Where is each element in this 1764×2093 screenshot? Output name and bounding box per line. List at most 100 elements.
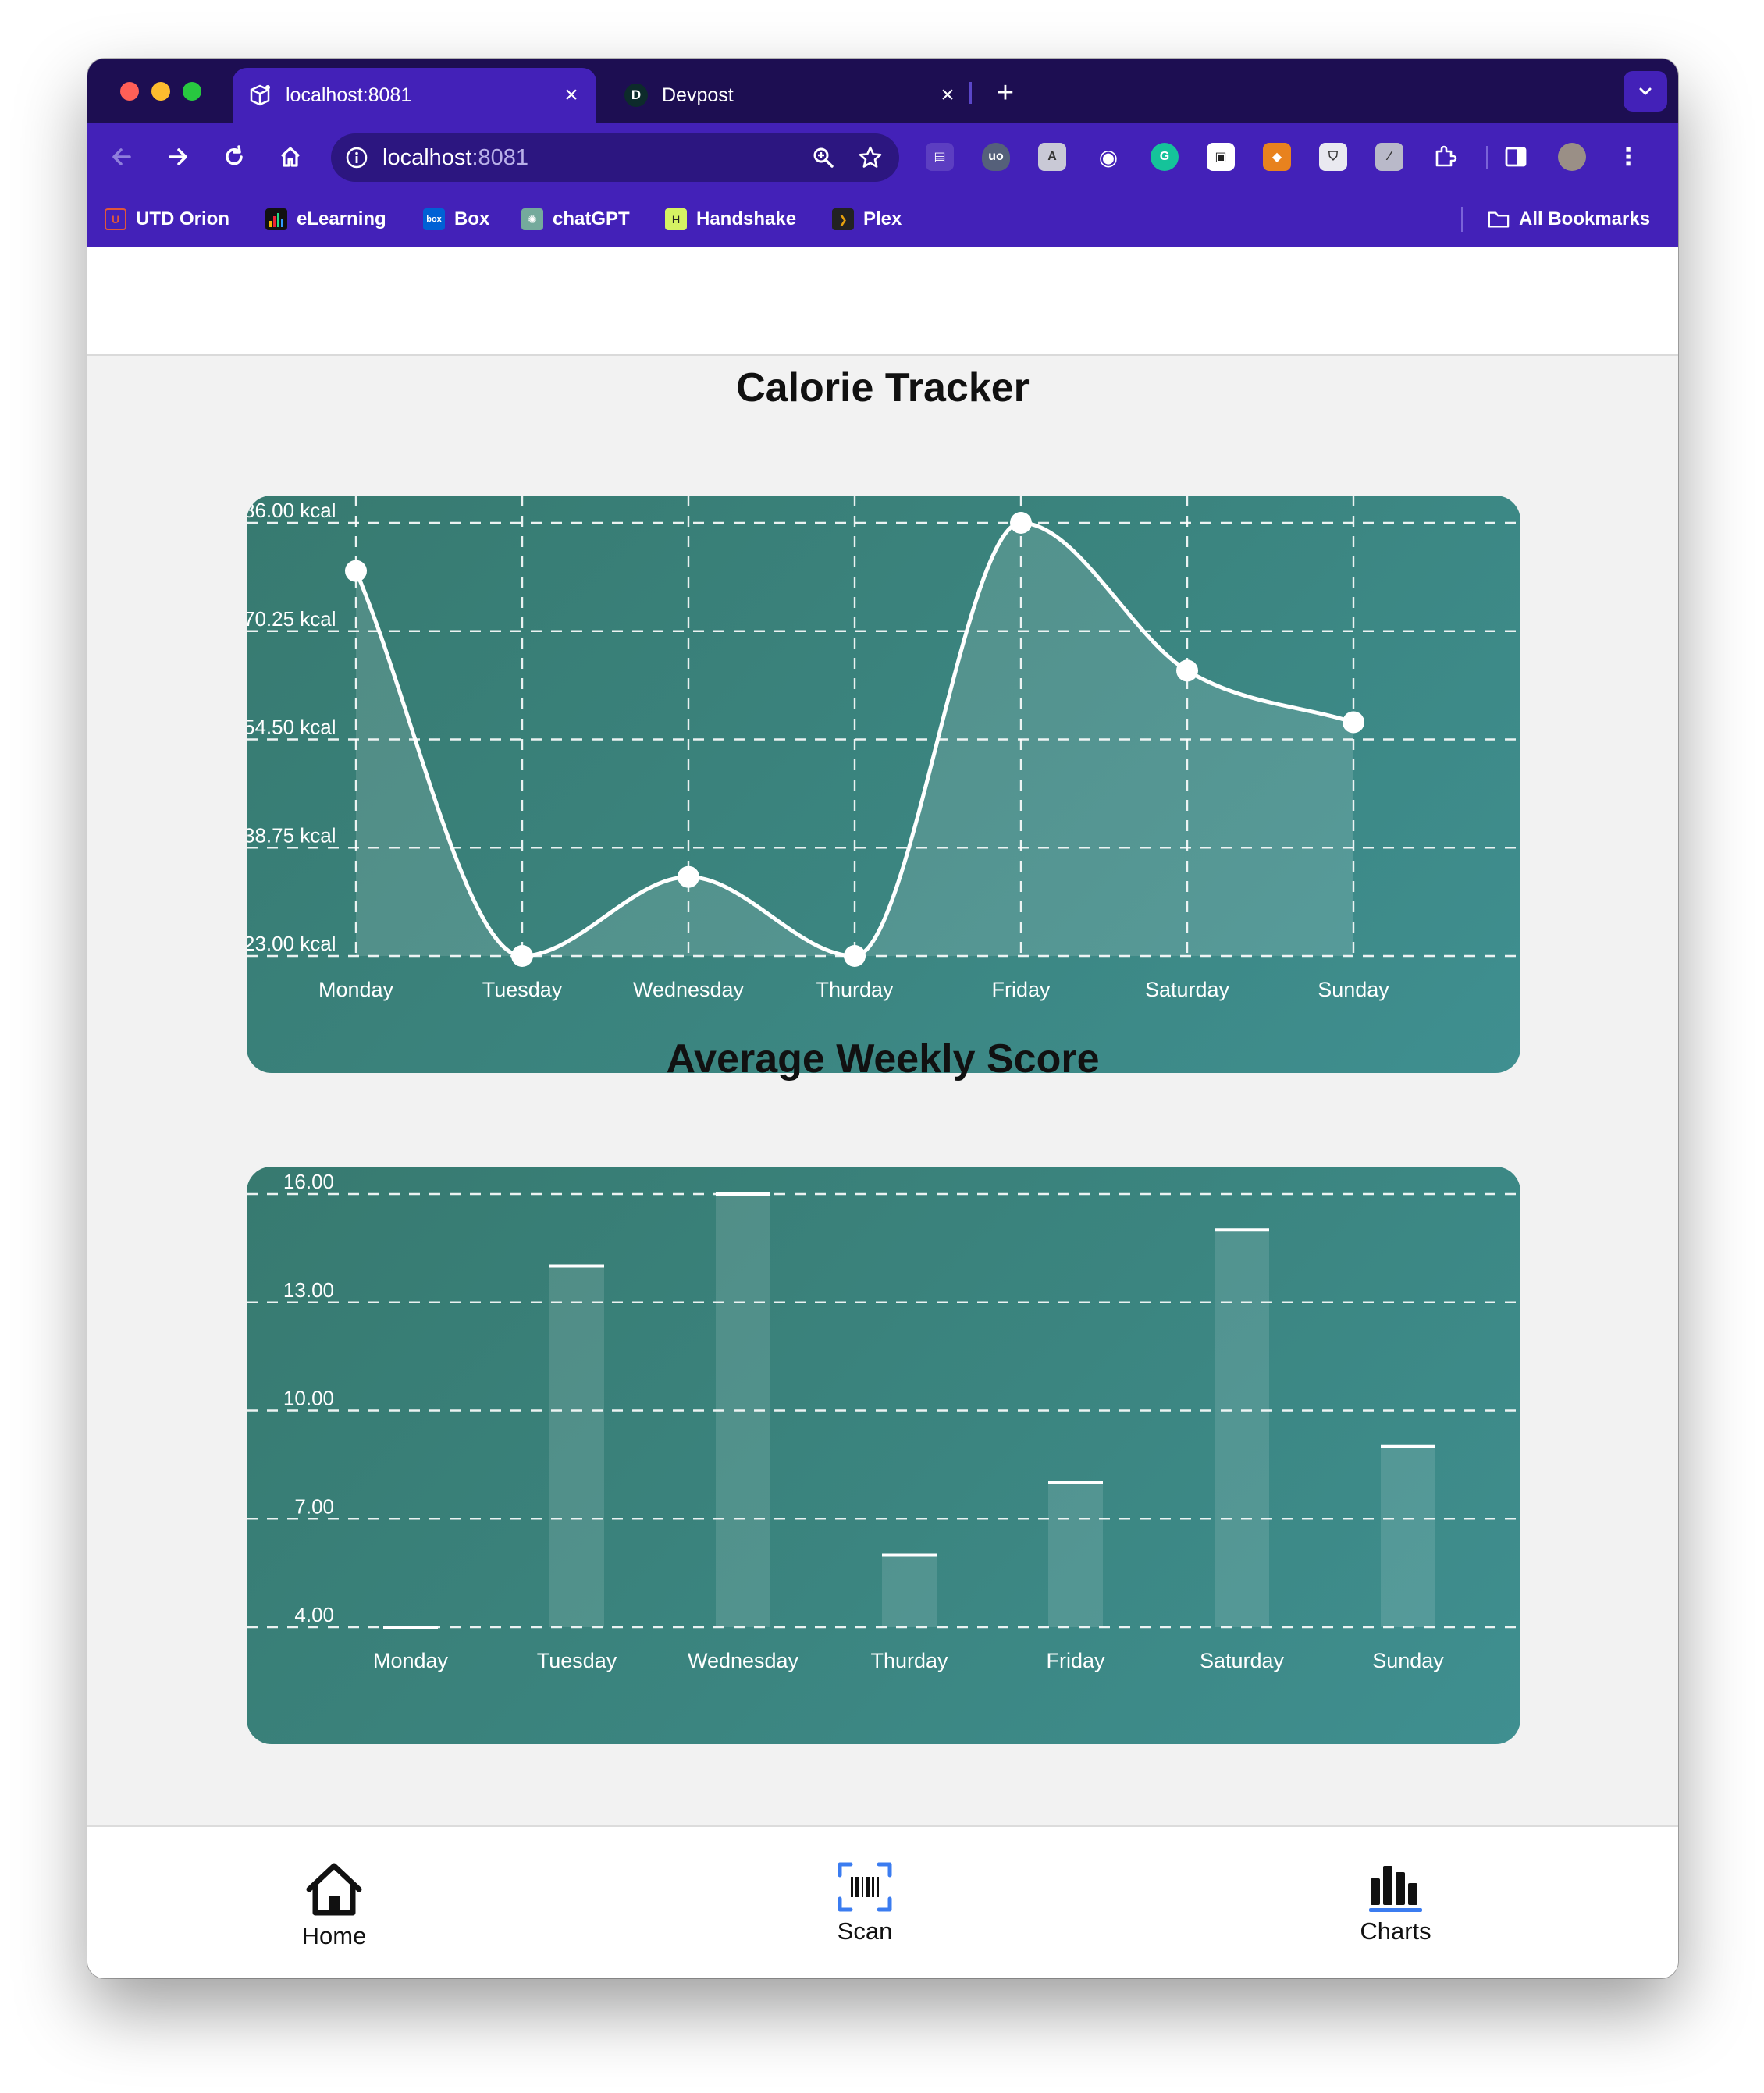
score-bar — [882, 1555, 937, 1627]
bookmark-label: UTD Orion — [136, 208, 229, 229]
bookmark-label: Box — [454, 208, 490, 229]
x-tick-label: Saturday — [1200, 1649, 1285, 1672]
bookmark-label: eLearning — [297, 208, 386, 229]
home-icon — [280, 147, 301, 167]
calorie-chart-title: Calorie Tracker — [736, 365, 1030, 410]
extension-slash-icon[interactable]: ⁄ — [1375, 143, 1403, 171]
bookmarks-bar: U UTD Orion eLearning box Box ✺ chatGPT … — [87, 191, 1678, 247]
localhost-favicon-icon — [248, 84, 272, 107]
tab-title: localhost:8081 — [286, 84, 412, 106]
tab-search-button[interactable] — [1624, 71, 1667, 112]
home-button[interactable] — [270, 137, 311, 177]
elearning-icon — [265, 208, 287, 230]
x-tick-label: Thurday — [816, 978, 894, 1001]
reload-button[interactable] — [214, 137, 254, 177]
x-tick-label: Tuesday — [482, 978, 563, 1001]
utd-orion-icon: U — [105, 208, 126, 230]
back-arrow-icon — [112, 148, 131, 165]
calorie-data-point — [678, 865, 699, 888]
nav-home[interactable]: Home — [256, 1861, 412, 1950]
barcode-scan-icon — [838, 1862, 892, 1912]
picture-in-picture-icon[interactable]: ▣ — [1207, 143, 1235, 171]
ublock-origin-icon[interactable]: uo — [982, 143, 1010, 171]
y-tick-label: 38.75 kcal — [247, 823, 336, 847]
nav-charts-label: Charts — [1360, 1917, 1431, 1945]
app-header — [87, 247, 1678, 356]
y-tick-label: 16.00 — [283, 1170, 334, 1193]
score-bar — [1215, 1230, 1269, 1627]
browser-window: localhost:8081 × D Devpost × + — [87, 59, 1678, 1978]
x-tick-label: Friday — [1046, 1649, 1105, 1672]
x-tick-label: Sunday — [1318, 978, 1389, 1001]
profile-avatar[interactable] — [1558, 143, 1586, 171]
all-bookmarks-label: All Bookmarks — [1519, 208, 1651, 229]
metamask-icon[interactable]: ◆ — [1263, 143, 1291, 171]
bookmarks-separator — [1461, 207, 1463, 232]
maximize-window-button[interactable] — [183, 82, 201, 101]
score-chart-card: 4.00 7.00 10.00 13.00 16.00 Monday Tuesday Wedn… — [247, 1167, 1520, 1744]
y-tick-label: 10.00 — [283, 1387, 334, 1410]
box-icon: box — [423, 208, 445, 230]
x-tick-label: Thurday — [870, 1649, 948, 1672]
bookmark-utd-orion[interactable]: U UTD Orion — [105, 205, 229, 233]
address-url[interactable]: localhost:8081 — [382, 145, 806, 171]
tab-strip: localhost:8081 × D Devpost × + — [87, 59, 1678, 123]
menu-dots-icon[interactable]: ⋮ — [1616, 144, 1640, 170]
extension-letter-icon[interactable]: A — [1038, 143, 1066, 171]
x-tick-label: Tuesday — [537, 1649, 617, 1672]
tab-devpost[interactable]: D Devpost × — [609, 68, 973, 123]
side-panel-icon[interactable] — [1502, 143, 1530, 171]
minimize-window-button[interactable] — [151, 82, 170, 101]
y-tick-label: 4.00 — [294, 1603, 334, 1626]
bitwarden-shield-icon[interactable]: ⛉ — [1319, 143, 1347, 171]
x-tick-label: Wednesday — [688, 1649, 799, 1672]
nav-charts[interactable]: Charts — [1318, 1861, 1474, 1946]
calorie-area-fill — [356, 523, 1353, 956]
bookmark-star-button[interactable] — [852, 140, 888, 176]
bookmark-chatgpt[interactable]: ✺ chatGPT — [521, 205, 630, 233]
page-viewport: Calorie Tracker 23.00 kcal 38.75 kcal 54.5… — [87, 247, 1678, 1978]
tab-localhost[interactable]: localhost:8081 × — [233, 68, 596, 123]
tab-close-icon[interactable]: × — [564, 82, 578, 108]
forward-button[interactable] — [158, 137, 198, 177]
zoom-button[interactable] — [806, 140, 841, 176]
grammarly-icon[interactable]: G — [1151, 143, 1179, 171]
chevron-down-icon — [1639, 87, 1652, 95]
extension-archive-icon[interactable]: ▤ — [926, 143, 954, 171]
calorie-data-point — [345, 560, 367, 582]
nav-scan[interactable]: Scan — [787, 1861, 943, 1946]
x-tick-label: Wednesday — [633, 978, 745, 1001]
y-tick-label: 70.25 kcal — [247, 607, 336, 631]
star-icon — [859, 146, 882, 168]
calorie-data-point — [511, 945, 533, 967]
y-tick-label: 13.00 — [283, 1278, 334, 1302]
score-bar — [716, 1194, 770, 1627]
back-button[interactable] — [101, 137, 142, 177]
tab-title: Devpost — [662, 84, 734, 106]
tab-separator — [969, 82, 972, 104]
x-tick-label: Sunday — [1372, 1649, 1444, 1672]
bookmark-plex[interactable]: ❯ Plex — [832, 205, 902, 233]
browser-toolbar: localhost:8081 ▤ uo A ◉ G ▣ ◆ ⛉ ⁄ ⋮ — [87, 123, 1678, 191]
bookmark-label: Handshake — [696, 208, 797, 229]
extensions-puzzle-icon[interactable] — [1431, 143, 1460, 171]
bookmark-elearning[interactable]: eLearning — [265, 205, 386, 233]
new-tab-button[interactable]: + — [996, 76, 1015, 109]
home-icon — [306, 1863, 362, 1916]
close-window-button[interactable] — [120, 82, 139, 101]
bookmark-handshake[interactable]: H Handshake — [665, 205, 796, 233]
x-tick-label: Monday — [318, 978, 394, 1001]
plex-icon: ❯ — [832, 208, 854, 230]
bookmark-label: Plex — [863, 208, 902, 229]
all-bookmarks-button[interactable]: All Bookmarks — [1488, 205, 1650, 233]
site-info-icon[interactable] — [345, 146, 368, 169]
x-tick-label: Monday — [373, 1649, 449, 1672]
y-tick-label: 23.00 kcal — [247, 932, 336, 955]
tab-close-icon[interactable]: × — [941, 82, 955, 108]
address-bar[interactable]: localhost:8081 — [331, 133, 899, 182]
chatgpt-icon: ✺ — [521, 208, 543, 230]
score-bar — [1048, 1483, 1103, 1627]
address-host: localhost — [382, 144, 472, 170]
spy-glasses-icon[interactable]: ◉ — [1098, 144, 1119, 169]
bookmark-box[interactable]: box Box — [423, 205, 489, 233]
